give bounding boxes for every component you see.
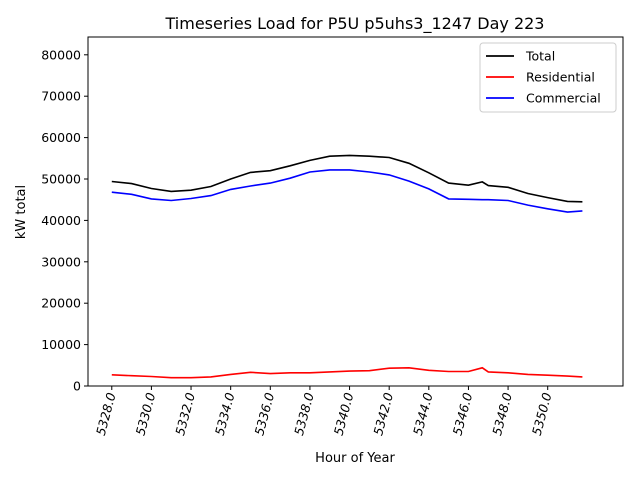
x-tick-label: 5340.0	[331, 391, 357, 437]
chart-title: Timeseries Load for P5U p5uhs3_1247 Day …	[165, 14, 545, 34]
y-tick-label: 20000	[41, 296, 81, 311]
x-tick-label: 5344.0	[410, 391, 436, 437]
x-tick-label: 5348.0	[489, 391, 515, 437]
x-tick-label: 5346.0	[450, 391, 476, 437]
x-tick-label: 5338.0	[291, 391, 317, 437]
legend-label: Total	[525, 49, 555, 64]
plot-frame	[87, 36, 624, 387]
x-tick-label: 5342.0	[370, 391, 396, 437]
y-tick-label: 30000	[41, 254, 81, 269]
y-tick-label: 70000	[41, 89, 81, 104]
legend: Total Residential Commercial	[479, 42, 617, 113]
legend-label: Commercial	[526, 91, 601, 106]
y-tick-label: 40000	[41, 213, 81, 228]
x-axis-label: Hour of Year	[315, 451, 395, 466]
y-tick-label: 10000	[41, 337, 81, 352]
series-line-residential	[111, 366, 583, 379]
x-tick-label: 5330.0	[132, 391, 158, 437]
y-tick-label: 80000	[41, 47, 81, 62]
y-tick-label: 0	[73, 379, 81, 394]
y-tick-label: 60000	[41, 130, 81, 145]
series-line-total	[111, 154, 583, 203]
x-tick-label: 5328.0	[93, 391, 119, 437]
x-tick-label: 5350.0	[529, 391, 555, 437]
x-tick-label: 5332.0	[172, 391, 198, 437]
series-line-commercial	[111, 169, 583, 213]
legend-label: Residential	[526, 70, 595, 85]
legend-box	[479, 42, 617, 113]
x-tick-label: 5336.0	[251, 391, 277, 437]
x-tick-label: 5334.0	[212, 391, 238, 437]
y-axis-label: kW total	[14, 185, 29, 239]
y-tick-label: 50000	[41, 172, 81, 187]
